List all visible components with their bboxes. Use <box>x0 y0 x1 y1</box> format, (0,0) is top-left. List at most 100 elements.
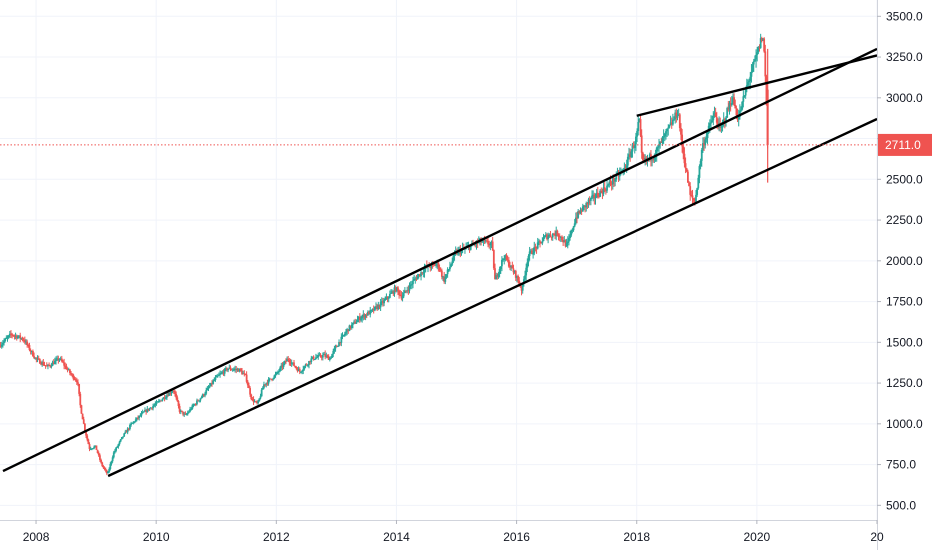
candle-body <box>201 394 204 398</box>
candle-body <box>534 246 537 248</box>
time-tick-label: 20 <box>870 530 884 544</box>
candle-body <box>289 362 292 364</box>
candle-body <box>595 192 598 198</box>
candle-body <box>198 400 201 402</box>
candle-body <box>680 128 682 135</box>
candle-body <box>81 413 84 420</box>
candle-body <box>233 369 235 371</box>
candle-body <box>652 159 655 161</box>
time-axis[interactable]: 2008 2010 2012 2014 2016 2018 2020 20 <box>23 520 884 544</box>
candle-body <box>517 275 519 281</box>
candle-body <box>279 367 282 371</box>
candle-body <box>340 336 343 343</box>
candle-body <box>703 143 705 146</box>
candle-body <box>216 375 219 377</box>
candle-body <box>589 197 592 201</box>
candle-body <box>309 360 312 363</box>
candle-body <box>15 335 18 339</box>
candle-body <box>30 351 33 353</box>
candle-body <box>264 384 267 386</box>
candle-body <box>641 152 644 161</box>
candle-body <box>758 46 761 48</box>
candle-body <box>450 264 452 267</box>
candle-body <box>440 270 443 277</box>
candle-body <box>64 365 67 367</box>
candle-body <box>21 338 24 340</box>
candle-body <box>325 355 328 357</box>
candle-body <box>400 294 403 299</box>
candle-body <box>388 293 391 298</box>
candle-body <box>227 368 230 371</box>
candle-body <box>298 369 301 372</box>
candle-body <box>443 276 446 282</box>
candle-body <box>160 400 163 402</box>
candle-body <box>361 316 364 319</box>
price-tick-label: 2250.0 <box>886 213 923 227</box>
candle-body <box>696 188 699 195</box>
candle-body <box>48 364 50 366</box>
candle-body <box>602 187 605 194</box>
candle-body <box>483 239 486 241</box>
candle-body <box>763 38 766 52</box>
candle-body <box>194 404 197 406</box>
candle-body <box>474 244 477 246</box>
price-axis[interactable]: 500.0 750.0 1000.0 1250.0 1500.0 1750.0 2000.0… <box>877 9 923 512</box>
candle-body <box>65 365 68 370</box>
candle-body <box>439 269 442 271</box>
candle-body <box>204 393 206 396</box>
trendline-wedge-top[interactable] <box>636 54 878 117</box>
candle-body <box>416 276 419 280</box>
candle-body <box>306 364 309 366</box>
candle-body <box>170 392 173 394</box>
candle-body <box>525 267 528 276</box>
trendline-lower-channel[interactable] <box>107 117 878 478</box>
candle-body <box>147 408 150 411</box>
candle-body <box>92 448 94 450</box>
candle-body <box>506 259 509 261</box>
candle-body <box>261 387 264 390</box>
candle-body <box>446 269 449 275</box>
candle-body <box>698 166 701 178</box>
candle-body <box>153 405 156 407</box>
candle-body <box>296 368 299 372</box>
candle-body <box>543 236 546 238</box>
candle-body <box>566 241 569 243</box>
candle-body <box>124 431 127 434</box>
candle-body <box>66 369 69 371</box>
candle-body <box>102 466 105 468</box>
candle-body <box>555 230 558 237</box>
candle-body <box>614 179 617 182</box>
candle-body <box>122 436 124 438</box>
candle-body <box>315 357 317 360</box>
candle-body <box>47 364 49 366</box>
candle-body <box>185 414 188 416</box>
candle-body <box>734 105 737 109</box>
candle-body <box>743 95 746 97</box>
candle-body <box>161 399 164 402</box>
candle-body <box>237 369 240 372</box>
candle-body <box>673 119 675 121</box>
candle-body <box>626 156 629 166</box>
candle-body <box>96 449 99 454</box>
candle-body <box>202 394 205 396</box>
candle-body <box>727 108 730 110</box>
candle-body <box>280 365 283 368</box>
candle-body <box>747 82 749 86</box>
trendlines <box>2 47 878 478</box>
candle-body <box>598 196 600 198</box>
trendline-upper-channel[interactable] <box>2 47 878 473</box>
candle-body <box>254 401 257 403</box>
candle-body <box>547 236 550 240</box>
candle-body <box>498 268 501 274</box>
candle-body <box>321 355 324 358</box>
candle-body <box>693 200 696 203</box>
candle-body <box>14 335 17 337</box>
candle-body <box>38 359 41 364</box>
candle-body <box>236 369 239 371</box>
time-tick-label: 2008 <box>23 530 50 544</box>
candle-body <box>323 354 325 356</box>
candle-body <box>369 310 372 315</box>
candle-body <box>481 241 484 243</box>
candle-body <box>593 194 596 199</box>
